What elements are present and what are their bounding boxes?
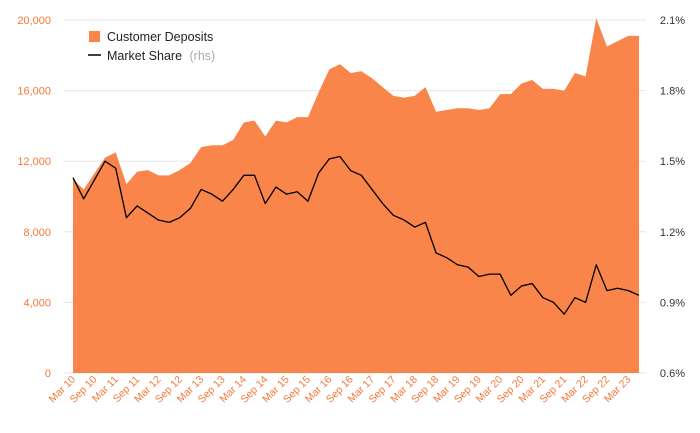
legend-label-customer-deposits: Customer Deposits <box>107 30 213 44</box>
right-tick-label: 0.9% <box>660 297 685 309</box>
right-tick-label: 1.5% <box>660 156 685 168</box>
legend-label-market-share-suffix: (rhs) <box>190 49 216 63</box>
right-tick-label: 1.2% <box>660 227 685 239</box>
legend-swatch-customer-deposits <box>89 31 100 42</box>
right-tick-label: 2.1% <box>660 15 685 27</box>
svg-text:Market Share (rhs): Market Share (rhs) <box>107 49 215 63</box>
right-axis: 0.6% 0.9% 1.2% 1.5% 1.8% 2.1% <box>660 15 685 380</box>
left-axis: 0 4,000 8,000 12,000 16,000 20,000 <box>17 15 51 380</box>
customer-deposits-area <box>73 18 639 374</box>
right-tick-label: 1.8% <box>660 86 685 98</box>
left-tick-label: 12,000 <box>17 156 51 168</box>
left-tick-label: 8,000 <box>23 227 51 239</box>
left-tick-label: 4,000 <box>23 297 51 309</box>
market-share-line <box>72 155 640 315</box>
customer-deposits-area-layer <box>73 18 639 374</box>
market-share-line-layer <box>72 155 640 315</box>
left-tick-label: 16,000 <box>17 86 51 98</box>
left-tick-label: 20,000 <box>17 15 51 27</box>
legend-label-market-share: Market Share <box>107 49 182 63</box>
right-tick-label: 0.6% <box>660 368 685 380</box>
legend: Customer Deposits Market Share (rhs) <box>88 30 215 63</box>
left-tick-label: 0 <box>45 368 51 380</box>
